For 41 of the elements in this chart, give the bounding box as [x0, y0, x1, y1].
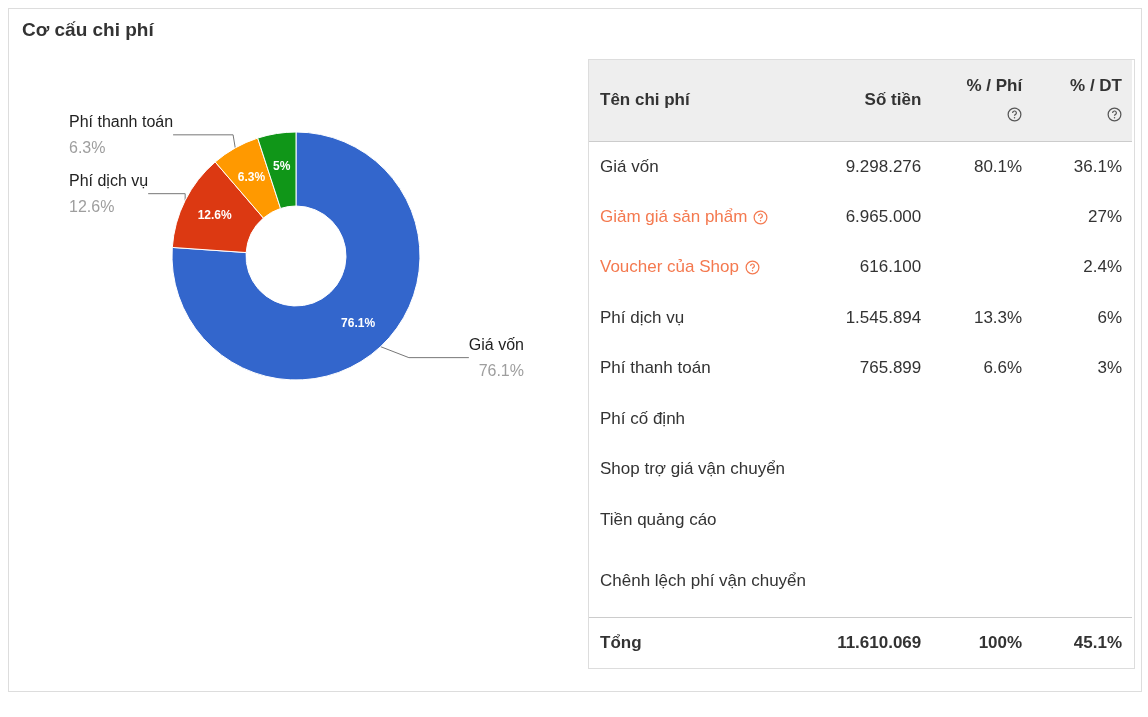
text: 2.4%: [1083, 257, 1122, 277]
text: 6.965.000: [845, 206, 922, 226]
category-label: Giá vốn: [600, 156, 659, 176]
category-label: Phí cố định: [600, 408, 686, 428]
data-label: 5%: [273, 159, 291, 174]
text: 9.298.276: [845, 156, 922, 176]
data-label: 12.6%: [69, 198, 115, 216]
data-label: 76.1%: [478, 362, 524, 380]
category-label: Số tiền: [863, 90, 922, 111]
category-label: % / Phí: [965, 76, 1023, 97]
category-label: Shop trợ giá vận chuyển: [600, 459, 786, 479]
category-label: Voucher của Shop: [600, 257, 739, 277]
category-label: Tổng: [600, 632, 642, 652]
slice-label: Giá vốn: [468, 336, 524, 354]
chart-title: Cơ cấu chi phí: [22, 19, 154, 41]
text: 765.899: [859, 358, 922, 378]
category-label: Phí thanh toán: [600, 358, 711, 378]
text: 36.1%: [1073, 156, 1122, 176]
category-label: % / DT: [1069, 76, 1122, 97]
text: 45.1%: [1073, 632, 1122, 652]
text: 616.100: [859, 257, 922, 277]
text: 1.545.894: [845, 307, 922, 327]
text: 6%: [1097, 307, 1122, 327]
category-label: Chênh lệch phí vận chuyển: [600, 570, 807, 590]
category-label: Giảm giá sản phẩm: [600, 206, 748, 226]
text: 13.3%: [973, 307, 1023, 327]
text: 3%: [1097, 358, 1122, 378]
slice-label: Phí thanh toán: [69, 113, 174, 131]
text: 80.1%: [973, 156, 1023, 176]
text: 6.6%: [983, 358, 1023, 378]
text: 100%: [978, 632, 1023, 652]
text: 76.1%: [341, 315, 376, 330]
category-label: Phí dịch vụ: [600, 307, 685, 327]
data-label: 6.3%: [237, 169, 266, 184]
text: 6.3%: [69, 139, 106, 157]
text: 27%: [1087, 206, 1122, 226]
slice-label: Phí dịch vụ: [69, 172, 149, 190]
category-label: Tiền quảng cáo: [600, 509, 717, 529]
text: 11.610.069: [837, 632, 922, 652]
category-label: Tên chi phí: [600, 90, 691, 111]
text: 12.6%: [197, 208, 232, 223]
